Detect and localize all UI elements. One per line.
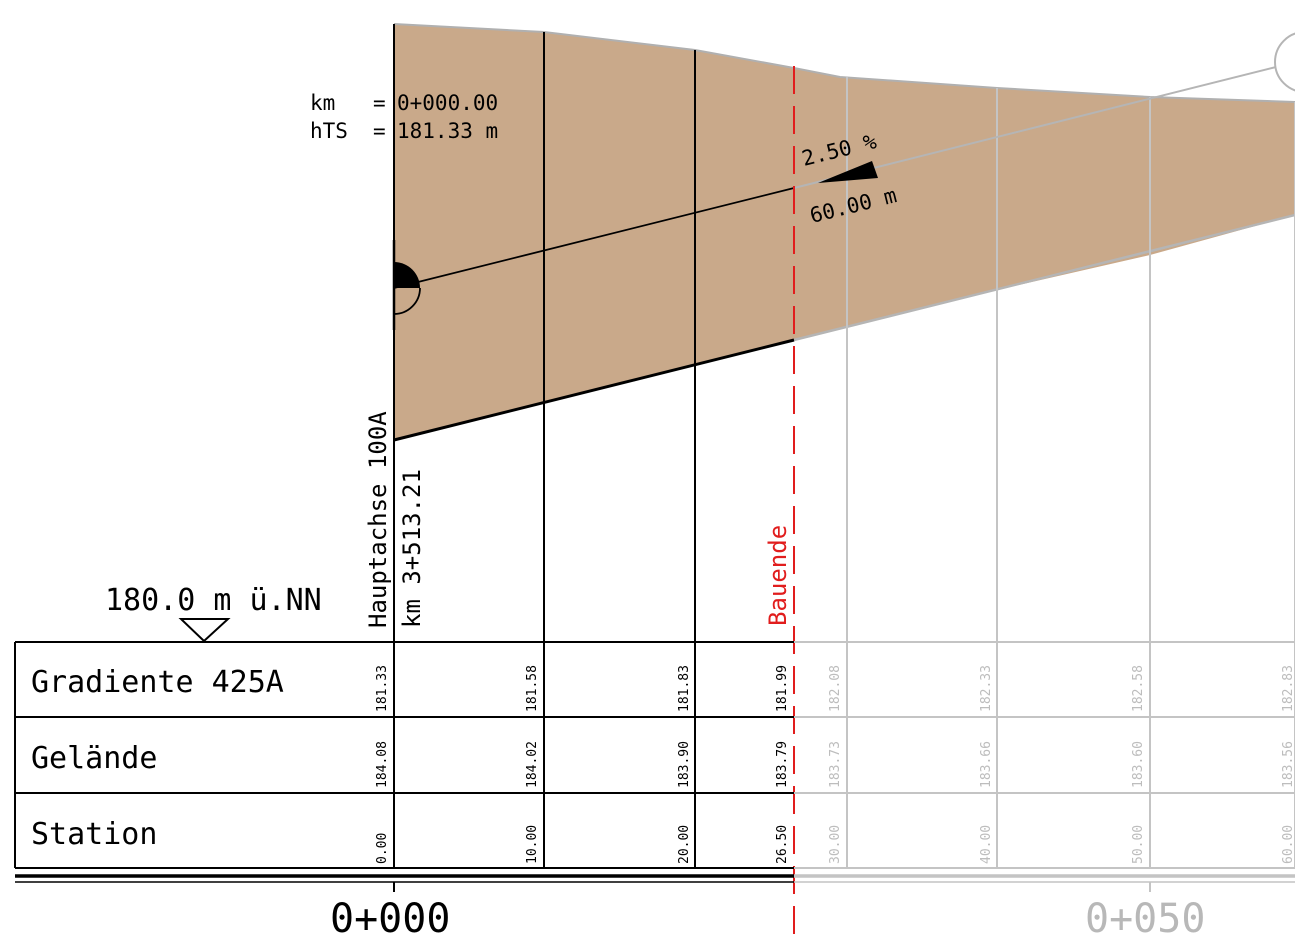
cell-gelaende-6: 183.60 [1131,741,1146,788]
cell-gradiente-3: 181.99 [775,665,790,712]
cell-gradiente-2: 181.83 [677,665,692,712]
cell-gelaende-1: 184.02 [525,741,540,788]
terrain-line [393,23,1295,103]
cell-gelaende-5: 183.66 [979,741,994,788]
km-value: 0+000.00 [397,91,498,115]
axis-name: Hauptachse 100A [364,411,392,628]
cell-gelaende-3: 183.79 [775,741,790,788]
reference-triangle [178,618,231,643]
row-label-gradiente: Gradiente 425A [31,665,284,700]
row-label-gelaende: Gelände [31,741,157,776]
slope-arrow [818,161,878,183]
km-mark-mid: 0+050 [1085,896,1205,938]
hts-value: 181.33 m [397,119,498,143]
cell-station-1: 10.00 [525,825,540,864]
lower-boundary [393,338,795,442]
active-station-lines [393,24,696,868]
cell-station-2: 20.00 [677,825,692,864]
cell-gradiente-4: 182.08 [828,665,843,712]
cell-station-5: 40.00 [979,825,994,864]
lower-boundary-grey [793,213,1295,342]
cell-gelaende-0: 184.08 [375,741,390,788]
cell-gradiente-1: 181.58 [525,665,540,712]
cell-gradiente-0: 181.33 [375,665,390,712]
hts-eq: = [373,119,386,143]
km-mark-start: 0+000 [330,896,450,938]
cell-station-7: 60.00 [1281,825,1295,864]
cell-gelaende-7: 183.56 [1281,741,1295,788]
row-label-station: Station [31,817,157,852]
terrain-fill [394,24,1295,440]
cell-station-0: 0.00 [375,833,390,864]
inactive-station-lines [846,77,1295,868]
bauende-label: Bauende [764,525,792,626]
cell-gelaende-2: 183.90 [677,741,692,788]
cell-station-4: 30.00 [828,825,843,864]
cell-gradiente-5: 182.33 [979,665,994,712]
table-grid [14,641,1295,892]
axis-km: km 3+513.21 [398,469,426,628]
end-marker-circle [1274,32,1295,92]
cell-gradiente-6: 182.58 [1131,665,1146,712]
reference-level: 180.0 m ü.NN [105,583,322,618]
cell-gelaende-4: 183.73 [828,741,843,788]
hts-label: hTS [310,119,348,143]
cell-station-6: 50.00 [1131,825,1146,864]
km-eq: = [373,91,386,115]
gradient-line [393,187,795,289]
start-marker [392,240,421,330]
cell-gradiente-7: 182.83 [1281,665,1295,712]
table-values: 181.33 184.08 0.00 181.58 184.02 10.00 181.83 1… [375,665,1295,864]
gradient-line-grey [793,65,1281,189]
cell-station-3: 26.50 [775,825,790,864]
km-label: km [310,91,335,115]
